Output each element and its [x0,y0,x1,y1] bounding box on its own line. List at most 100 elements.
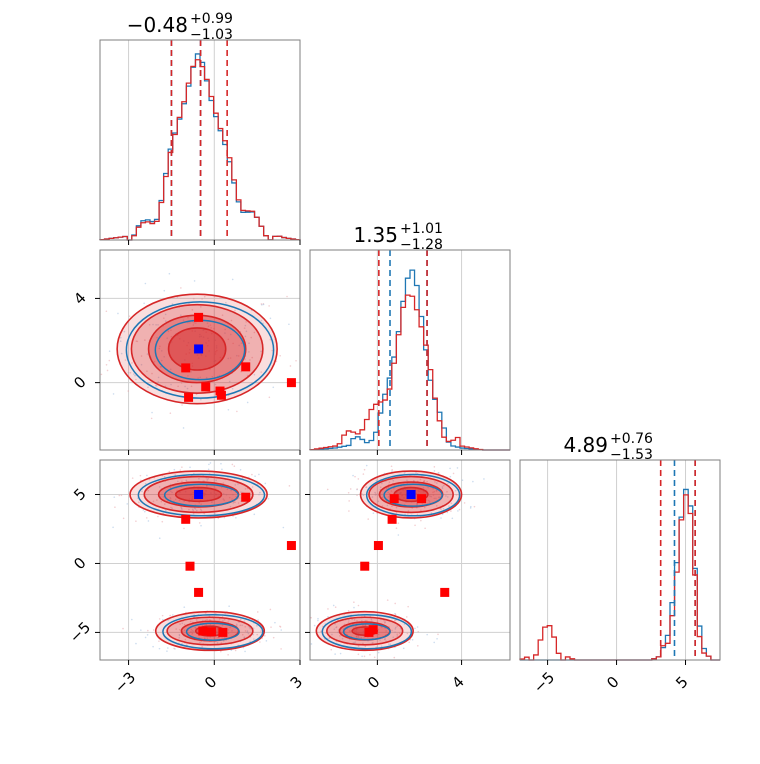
sample-dot [362,473,365,475]
sample-dot [219,650,222,653]
sample-dot [375,479,378,482]
sample-dot [269,338,272,341]
sample-dot [184,359,186,361]
sample-dot [148,323,151,326]
sample-dot [334,653,336,655]
sample-dot [399,492,402,494]
sample-dot [212,617,215,620]
sample-dot [406,632,409,635]
sample-dot [370,618,373,621]
sample-dot [216,349,218,352]
sample-dot [423,506,426,509]
sample-dot [113,496,116,498]
sample-dot [294,637,296,639]
sample-dot [190,385,193,388]
sample-dot [392,636,395,639]
sample-dot [402,488,405,491]
sample-dot [186,344,188,347]
sample-dot [231,278,234,281]
sample-dot [135,378,137,381]
sample-dot [243,327,246,329]
sample-dot [211,375,214,378]
sample-dot [222,493,225,495]
sample-dot [237,483,239,485]
panel-p21: 04 [70,249,318,455]
sample-dot [452,472,455,475]
sample-dot [360,636,363,639]
sample-dot [243,620,246,623]
sample-dot [158,486,161,488]
sample-dot [160,500,163,503]
sample-dot [178,628,181,631]
sample-dot [173,647,175,650]
sample-dot [295,630,297,632]
sample-dot [224,332,226,334]
sample-dot [316,408,318,410]
sample-dot [430,495,432,498]
sample-dot [176,296,179,298]
sample-dot [432,491,434,494]
sample-dot [339,652,342,655]
sample-dot [163,317,165,319]
sample-dot [395,512,398,514]
sample-dot [390,465,393,468]
sample-dot [238,344,240,347]
sample-dot [455,494,458,496]
sample-dot [179,623,181,625]
sample-dot [472,480,474,483]
sample-dot [184,385,186,388]
sample-dot [310,643,313,645]
sample-dot [414,627,416,630]
panel-p31: −3 0 3 −5 0 5 [66,451,306,697]
sample-dot [457,510,459,512]
sample-dot [403,497,405,499]
sample-dot [187,316,189,319]
sample-dot [227,357,230,360]
sample-dot [189,631,192,633]
sample-dot [369,653,371,656]
sample-dot [377,651,380,654]
sample-dot [90,481,92,483]
sample-dot [220,642,223,644]
sample-dot [171,491,173,494]
density-contour-blue [321,613,413,650]
sample-dot [377,628,380,631]
sample-dot [419,478,422,481]
sample-dot [385,630,387,632]
sample-dot [152,323,154,326]
sample-dot [227,629,230,631]
sample-dot [179,469,182,471]
sample-dot [183,623,186,626]
panel-title-upper: +1.01 [400,221,443,237]
panel-p33: 4.89 +0.76−1.53 −5 0 5 [519,431,721,697]
sample-dot [164,503,166,505]
sample-dot [171,507,173,510]
sample-dot [349,488,352,490]
sample-dot [313,624,316,627]
sample-dot [416,513,419,516]
sample-dot [247,632,250,635]
sample-dot [169,498,172,500]
sample-dot [407,513,409,515]
sample-dot [157,324,159,326]
sample-dot [95,316,97,318]
sample-dot [401,494,404,496]
sample-dot [181,451,183,453]
sample-dot [245,330,248,333]
sample-dot [381,505,384,507]
sample-dot [240,491,242,493]
sample-dot [181,480,183,483]
sample-dot [157,381,160,383]
sample-dot [168,272,171,275]
sample-dot [347,610,350,612]
sample-dot [379,639,381,641]
sample-dot [259,491,261,494]
sample-dot [268,396,271,399]
marker-red [387,514,397,524]
sample-dot [114,506,116,509]
sample-dot [404,513,406,515]
sample-dot [364,619,367,622]
sample-dot [418,490,420,493]
sample-dot [169,486,172,489]
sample-dot [357,653,360,656]
